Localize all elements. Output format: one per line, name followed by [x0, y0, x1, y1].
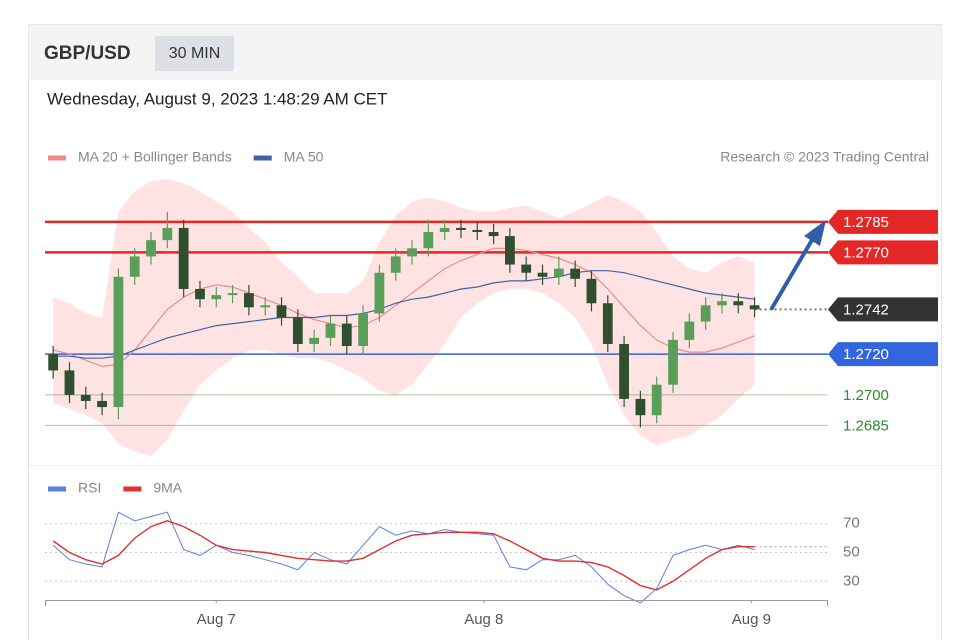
y-tick-label: 30	[843, 572, 860, 589]
candle-body	[113, 276, 124, 408]
symbol: GBP/USD	[44, 43, 131, 64]
candle-body	[505, 236, 515, 265]
candle-body	[407, 248, 417, 257]
timeframe-badge	[155, 36, 234, 71]
level-label: 1.2742	[843, 301, 889, 318]
candle-body	[374, 272, 385, 314]
level-label: 1.2785	[843, 214, 889, 231]
level-label-box	[828, 209, 938, 234]
candle-body	[602, 303, 613, 344]
forecast-arrow	[770, 238, 814, 310]
y-tick-label: 70	[843, 515, 860, 532]
candle-body	[619, 343, 629, 399]
candle-body	[700, 305, 711, 322]
candle-body	[211, 295, 222, 300]
candle-body	[162, 227, 173, 241]
indicator-line	[52, 511, 755, 604]
candle-body	[472, 229, 483, 232]
legend-label: MA 50	[284, 149, 324, 165]
candle-body	[390, 256, 401, 273]
candle-body	[80, 394, 91, 401]
legend-swatch	[253, 155, 272, 161]
candle-body	[227, 293, 238, 296]
candle-body	[717, 301, 727, 306]
candle-body	[749, 305, 760, 310]
candle-body	[64, 370, 75, 395]
candle-body	[276, 305, 287, 318]
candle-body	[733, 301, 744, 306]
candle-body	[244, 293, 254, 308]
ma-line	[53, 247, 755, 368]
legend-swatch	[48, 486, 66, 492]
bollinger-band	[53, 179, 755, 456]
y-tick-label: 50	[843, 543, 860, 560]
candle-body	[684, 321, 695, 340]
level-label-box	[828, 342, 938, 367]
candle-body	[537, 272, 548, 277]
credit: Research © 2023 Trading Central	[720, 149, 929, 165]
candle-body	[97, 400, 107, 408]
ma-line	[53, 270, 755, 359]
candle-body	[178, 227, 189, 289]
candle-body	[195, 289, 205, 300]
timeframe: 30 MIN	[169, 45, 221, 62]
candle-body	[129, 256, 140, 277]
level-label: 1.2770	[843, 244, 889, 261]
band-layer	[53, 179, 755, 456]
candle-body	[488, 232, 499, 237]
candle-body	[651, 384, 662, 416]
level-label: 1.2685	[843, 417, 889, 434]
candle-body	[553, 268, 564, 277]
candle-body	[358, 313, 368, 346]
candle-body	[260, 305, 271, 308]
candle-body	[292, 317, 303, 344]
legend-swatch	[123, 486, 142, 492]
candle-body	[635, 398, 646, 416]
level-label-box	[828, 297, 938, 322]
level-label-box	[828, 240, 938, 265]
candle-body	[439, 227, 450, 232]
candle-body	[668, 339, 678, 385]
candle-body	[423, 232, 434, 249]
level-label: 1.2700	[843, 387, 889, 404]
candle-body	[325, 323, 336, 338]
x-tick-label: Aug 8	[464, 611, 503, 628]
candle-body	[586, 278, 597, 304]
forecast-arrowhead	[804, 220, 826, 246]
legend-swatch	[48, 155, 66, 161]
candle-body	[341, 323, 352, 346]
candle-body	[48, 354, 59, 371]
x-tick-label: Aug 9	[732, 611, 771, 628]
indicator-line	[52, 520, 755, 591]
main-layer: 1.2785 1.2770 1.2742 1.2720 1.2700 1.2685 MA 2…	[45, 149, 938, 628]
x-tick-label: Aug 7	[197, 611, 236, 628]
legend-label: 9MA	[153, 480, 182, 496]
datetime: Wednesday, August 9, 2023 1:48:29 AM CET	[47, 89, 388, 108]
legend-label: RSI	[78, 480, 101, 496]
candle-body	[570, 268, 581, 279]
candle-body	[309, 337, 320, 344]
candle-body	[521, 264, 532, 273]
legend-label: MA 20 + Bollinger Bands	[78, 149, 232, 165]
candle-body	[456, 227, 466, 230]
level-label: 1.2720	[843, 346, 889, 363]
candle-body	[146, 240, 156, 257]
